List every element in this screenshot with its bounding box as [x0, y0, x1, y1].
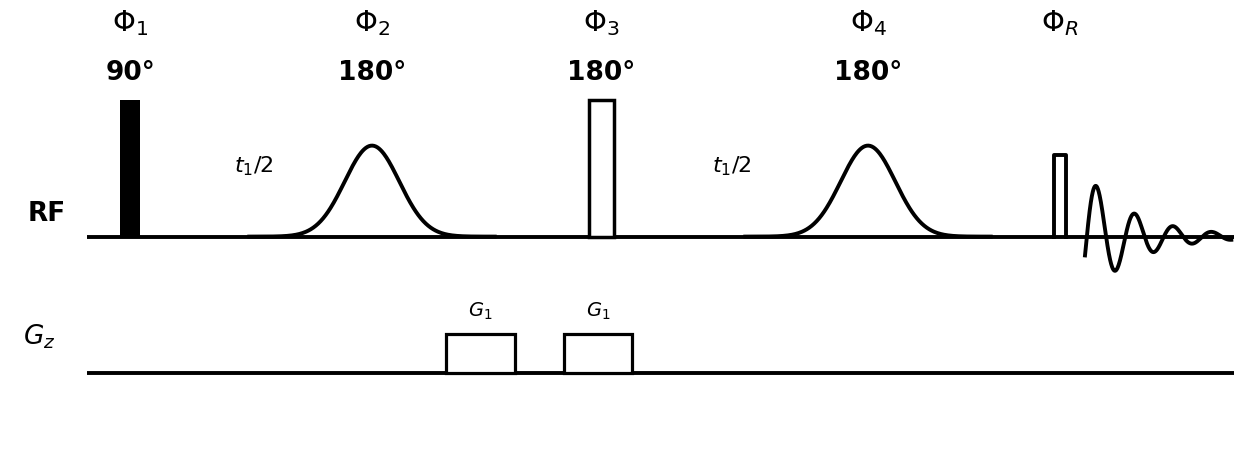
Text: $t_1/2$: $t_1/2$ — [234, 154, 274, 178]
Text: 90°: 90° — [105, 60, 155, 86]
Bar — [564, 334, 632, 373]
Text: RF: RF — [29, 201, 66, 227]
Text: $G_1$: $G_1$ — [587, 301, 610, 322]
Bar — [446, 334, 515, 373]
Bar — [120, 100, 140, 237]
Text: $\Phi_2$: $\Phi_2$ — [353, 8, 391, 38]
Text: $\Phi_1$: $\Phi_1$ — [112, 8, 149, 38]
Text: 180°: 180° — [337, 60, 407, 86]
Text: $\Phi_4$: $\Phi_4$ — [849, 8, 887, 38]
Text: $t_1/2$: $t_1/2$ — [712, 154, 751, 178]
Text: $\Phi_3$: $\Phi_3$ — [583, 8, 620, 38]
Text: 180°: 180° — [567, 60, 636, 86]
Text: 180°: 180° — [833, 60, 903, 86]
Bar — [589, 100, 614, 237]
Text: $\Phi_R$: $\Phi_R$ — [1042, 8, 1079, 38]
Text: $G_z$: $G_z$ — [24, 323, 56, 351]
Text: $G_1$: $G_1$ — [469, 301, 492, 322]
